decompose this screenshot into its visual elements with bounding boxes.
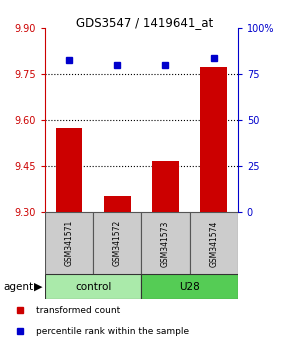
Text: transformed count: transformed count [36, 306, 120, 315]
Bar [45, 274, 142, 299]
Bar [200, 67, 227, 212]
Text: GDS3547 / 1419641_at: GDS3547 / 1419641_at [76, 16, 214, 29]
Text: ▶: ▶ [34, 282, 42, 292]
Text: GSM341573: GSM341573 [161, 220, 170, 267]
Text: agent: agent [3, 282, 33, 292]
Bar [56, 128, 82, 212]
Text: GSM341571: GSM341571 [65, 220, 74, 267]
Bar [190, 212, 238, 274]
Bar [45, 212, 93, 274]
Bar [142, 274, 238, 299]
Text: U28: U28 [179, 282, 200, 292]
Text: control: control [75, 282, 111, 292]
Bar [93, 212, 142, 274]
Bar [104, 195, 130, 212]
Text: GSM341574: GSM341574 [209, 220, 218, 267]
Text: GSM341572: GSM341572 [113, 220, 122, 267]
Bar [152, 161, 179, 212]
Text: percentile rank within the sample: percentile rank within the sample [36, 327, 189, 336]
Bar [142, 212, 190, 274]
